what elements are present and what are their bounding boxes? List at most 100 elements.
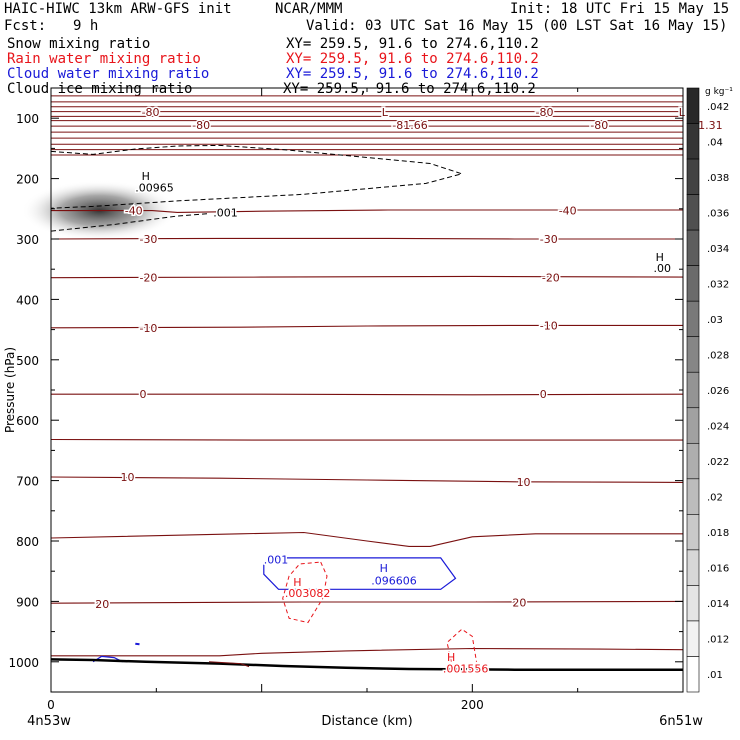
temperature-label-18: 10 (121, 471, 135, 484)
isotherm-line (50, 531, 683, 547)
colorbar-swatch (686, 407, 700, 444)
colorbar-label-15: .012 (707, 635, 729, 646)
y-tick-label-5: 600 (16, 414, 39, 428)
colorbar-label-10: .022 (707, 457, 729, 468)
colorbar-swatch (686, 123, 700, 160)
isotherm-line (50, 438, 683, 441)
field-label-6: H (380, 562, 388, 575)
colorbar-swatch (686, 478, 700, 515)
colorbar-swatch (686, 158, 700, 195)
isotherm-line (50, 275, 684, 279)
init-time: Init: 18 UTC Fri 15 May 15 (510, 1, 730, 17)
temperature-label-14: -10 (139, 322, 157, 335)
field-label-7: .096606 (371, 574, 417, 587)
colorbar-label-7: .028 (707, 350, 729, 361)
colorbar-label-5: .032 (707, 279, 729, 290)
colorbar-swatch (686, 194, 700, 231)
temperature-label-13: -20 (542, 272, 560, 285)
temperature-label-12: -20 (139, 272, 157, 285)
temperature-label-5: -81.66 (392, 119, 427, 132)
colorbar-label-3: .036 (707, 208, 729, 219)
y-tick-label-4: 500 (16, 354, 39, 368)
colorbar-label-2: .038 (707, 173, 729, 184)
field-label-rain: Rain water mixing ratio (7, 51, 201, 67)
temperature-label-10: -30 (139, 233, 157, 246)
valid-time: Valid: 03 UTC Sat 16 May 15 (00 LST Sat … (306, 18, 728, 34)
y-tick-label-8: 900 (16, 595, 39, 609)
field-label-cloud-water: Cloud water mixing ratio (7, 66, 210, 82)
cloud-water-dot (135, 642, 140, 646)
field-label-0: H (142, 170, 150, 183)
isotherm-line (50, 476, 684, 483)
colorbar-label-4: .034 (707, 244, 729, 255)
isotherm-line (51, 209, 683, 213)
colorbar-swatch (686, 620, 700, 657)
field-label-snow: Snow mixing ratio (7, 36, 151, 52)
temperature-label-9: -40 (559, 205, 577, 218)
colorbar-swatch (686, 229, 700, 266)
x-tick-label-1: 200 (461, 698, 484, 712)
colorbar-label-9: .024 (707, 422, 729, 433)
title-left: HAIC-HIWC 13km ARW-GFS init (4, 1, 232, 17)
colorbar-swatch (686, 656, 700, 693)
temperature-label-19: 10 (517, 476, 531, 489)
temperature-label-1: -80 (192, 119, 210, 132)
isotherm-line (50, 237, 683, 240)
cloud-ice-contour (50, 144, 464, 209)
colorbar-swatch (686, 87, 700, 124)
field-label-5: .001 (264, 554, 289, 567)
x-end-label-right: 6n51w (659, 714, 703, 729)
field-label-2: .001 (213, 206, 238, 219)
colorbar-label-13: .016 (707, 564, 729, 575)
colorbar-swatch (686, 514, 700, 551)
cloud-water-contour (263, 557, 457, 590)
center-name: NCAR/MMM (275, 1, 343, 17)
colorbar-swatch (686, 265, 700, 302)
temperature-label-0: -80 (142, 106, 160, 119)
temperature-label-6: L (679, 106, 686, 119)
colorbar-swatch (686, 549, 700, 586)
temperature-label-8: -40 (125, 205, 143, 218)
fcst-label: Fcst: (4, 18, 47, 34)
colorbar-swatch (686, 371, 700, 409)
colorbar-swatch (686, 300, 700, 338)
temperature-label-16: 0 (139, 388, 146, 401)
temperature-label-20: 20 (95, 598, 109, 611)
isotherm-near-ground (208, 661, 250, 668)
y-tick-label-2: 300 (16, 233, 39, 247)
temperature-label-11: -30 (540, 233, 558, 246)
field-label-4: .00 (654, 262, 672, 275)
field-label-9: .003082 (285, 587, 331, 600)
x-end-label-left: 4n53w (27, 714, 71, 729)
temperature-label-3: -80 (590, 119, 608, 132)
y-tick-label-9: 1000 (8, 656, 39, 670)
temperature-label-15: -10 (540, 319, 558, 332)
field-label-10: H (447, 651, 455, 664)
field-xy-cloud-water: XY= 259.5, 91.6 to 274.6,110.2 (286, 66, 539, 82)
field-label-8: H (293, 576, 301, 589)
field-label-3: H (656, 251, 664, 264)
field-label-cloud-ice: Cloud ice mixing ratio (7, 81, 193, 97)
y-tick-label-1: 200 (16, 173, 39, 187)
x-axis-label: Distance (km) (321, 714, 412, 729)
colorbar-label-16: .01 (707, 670, 723, 681)
isotherm-line (50, 324, 683, 329)
field-label-1: .00965 (135, 182, 174, 195)
colorbar-label-14: .014 (707, 599, 729, 610)
colorbar-label-11: .02 (707, 493, 723, 504)
colorbar-label-6: .03 (707, 315, 723, 326)
colorbar-swatch (686, 336, 700, 373)
rain-water-contour (282, 561, 328, 624)
y-axis-label: Pressure (hPa) (3, 347, 17, 433)
y-tick-label-0: 100 (16, 112, 39, 126)
colorbar-label-1: .04 (707, 137, 723, 148)
colorbar-swatch (686, 585, 700, 622)
field-xy-cloud-ice: XY= 259.5, 91.6 to 274.6,110.2 (283, 81, 536, 97)
temperature-label-17: 0 (540, 388, 547, 401)
terrain-line (50, 658, 683, 671)
colorbar-label-8: .026 (707, 386, 729, 397)
field-label-11: .001556 (443, 662, 489, 675)
y-tick-label-6: 700 (16, 475, 39, 489)
temperature-label-4: L (382, 106, 389, 119)
